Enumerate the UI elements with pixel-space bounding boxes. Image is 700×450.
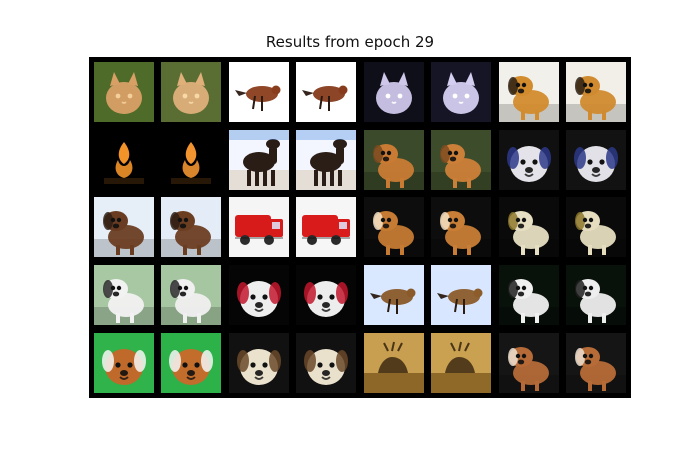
dog-image: [161, 265, 222, 326]
dog-image: [566, 265, 627, 326]
fire-image: [93, 129, 154, 190]
dog-face-image: [296, 265, 357, 326]
grid-cell: [564, 59, 630, 125]
grid-cell: [91, 127, 157, 193]
grid-cell: [159, 195, 225, 261]
bird-image: [228, 61, 289, 122]
grid-cell: [496, 330, 562, 396]
grid-cell: [91, 262, 157, 328]
truck-image: [228, 197, 289, 258]
grid-cell: [564, 195, 630, 261]
cat-image: [431, 61, 492, 122]
figure-title: Results from epoch 29: [265, 33, 435, 51]
grid-cell: [294, 262, 360, 328]
image-grid: [89, 57, 631, 398]
deer-image: [363, 333, 424, 394]
dog-image: [498, 265, 559, 326]
grid-cell: [564, 330, 630, 396]
grid-cell: [226, 195, 292, 261]
dog-face-image: [296, 333, 357, 394]
grid-cell: [564, 127, 630, 193]
cat-image: [93, 61, 154, 122]
bird-image: [363, 265, 424, 326]
grid-cell: [496, 262, 562, 328]
grid-cell: [361, 262, 427, 328]
grid-cell: [159, 330, 225, 396]
dog-face-image: [161, 333, 222, 394]
grid-cell: [226, 127, 292, 193]
dog-face-image: [228, 265, 289, 326]
dog-image: [431, 129, 492, 190]
grid-cell: [496, 59, 562, 125]
grid-cell: [496, 195, 562, 261]
dog-image: [93, 197, 154, 258]
dog-image: [498, 61, 559, 122]
deer-image: [431, 333, 492, 394]
truck-image: [296, 197, 357, 258]
grid-cell: [294, 59, 360, 125]
grid-cell: [294, 127, 360, 193]
horse-image: [296, 129, 357, 190]
dog-image: [363, 129, 424, 190]
grid-cell: [226, 262, 292, 328]
dog-face-image: [566, 129, 627, 190]
grid-cell: [496, 127, 562, 193]
dog-face-image: [93, 333, 154, 394]
dog-image: [93, 265, 154, 326]
grid-cell: [294, 330, 360, 396]
grid-cell: [429, 59, 495, 125]
grid-cell: [361, 59, 427, 125]
bird-image: [296, 61, 357, 122]
fire-image: [161, 129, 222, 190]
dog-image: [498, 333, 559, 394]
grid-cell: [91, 330, 157, 396]
horse-image: [228, 129, 289, 190]
grid-cell: [361, 330, 427, 396]
grid-cell: [91, 195, 157, 261]
grid-cell: [226, 330, 292, 396]
grid-cell: [159, 59, 225, 125]
grid-cell: [429, 127, 495, 193]
cat-image: [161, 61, 222, 122]
dog-image: [363, 197, 424, 258]
dog-image: [161, 197, 222, 258]
grid-cell: [91, 59, 157, 125]
grid-cell: [294, 195, 360, 261]
dog-image: [566, 197, 627, 258]
bird-image: [431, 265, 492, 326]
grid-cell: [159, 127, 225, 193]
dog-image: [566, 333, 627, 394]
grid-cell: [429, 262, 495, 328]
grid-cell: [361, 127, 427, 193]
dog-face-image: [228, 333, 289, 394]
grid-cell: [159, 262, 225, 328]
cat-image: [363, 61, 424, 122]
grid-cell: [361, 195, 427, 261]
dog-face-image: [498, 129, 559, 190]
dog-image: [431, 197, 492, 258]
dog-image: [566, 61, 627, 122]
grid-cell: [429, 195, 495, 261]
grid-cell: [564, 262, 630, 328]
grid-cell: [429, 330, 495, 396]
dog-image: [498, 197, 559, 258]
grid-cell: [226, 59, 292, 125]
